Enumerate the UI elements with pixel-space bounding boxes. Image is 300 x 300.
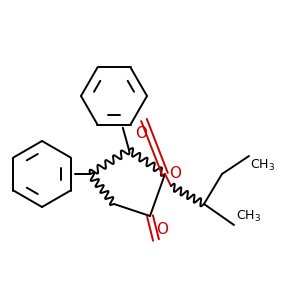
Text: O: O bbox=[169, 167, 181, 182]
Text: O: O bbox=[156, 222, 168, 237]
Text: CH$_3$: CH$_3$ bbox=[236, 208, 261, 224]
Text: O: O bbox=[135, 126, 147, 141]
Text: CH$_3$: CH$_3$ bbox=[250, 158, 276, 172]
